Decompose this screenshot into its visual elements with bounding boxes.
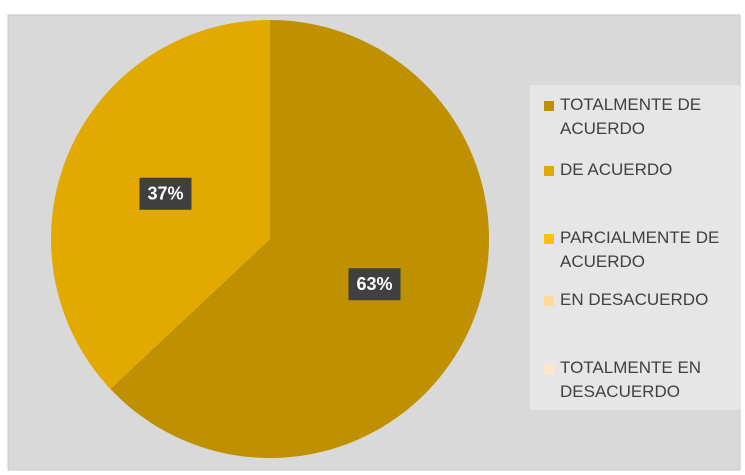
legend-item: EN DESACUERDO bbox=[544, 288, 745, 312]
data-label-text: 37% bbox=[147, 184, 183, 204]
legend-swatch bbox=[544, 296, 554, 306]
legend-label: TOTALMENTE EN DESACUERDO bbox=[560, 358, 702, 401]
legend-item: DE ACUERDO bbox=[544, 158, 745, 182]
legend: TOTALMENTE DE ACUERDO DE ACUERDO PARCIALME… bbox=[530, 85, 740, 410]
legend-label: EN DESACUERDO bbox=[560, 290, 709, 309]
legend-swatch bbox=[544, 234, 554, 244]
data-label-box bbox=[348, 268, 401, 301]
legend-swatch bbox=[544, 364, 554, 374]
pie-slice bbox=[110, 20, 490, 458]
legend-swatch bbox=[544, 101, 554, 111]
legend-label: PARCIALMENTE DE ACUERDO bbox=[560, 228, 720, 271]
legend-item: TOTALMENTE DE ACUERDO bbox=[544, 93, 745, 141]
legend-swatch bbox=[544, 166, 554, 176]
data-label-box bbox=[139, 177, 192, 210]
legend-label: DE ACUERDO bbox=[560, 160, 673, 179]
data-label: 63% bbox=[348, 268, 401, 301]
data-label-text: 63% bbox=[356, 274, 392, 294]
legend-label: TOTALMENTE DE ACUERDO bbox=[560, 95, 702, 138]
legend-item: TOTALMENTE EN DESACUERDO bbox=[544, 356, 745, 404]
data-label: 37% bbox=[139, 177, 192, 210]
legend-item: PARCIALMENTE DE ACUERDO bbox=[544, 226, 745, 274]
